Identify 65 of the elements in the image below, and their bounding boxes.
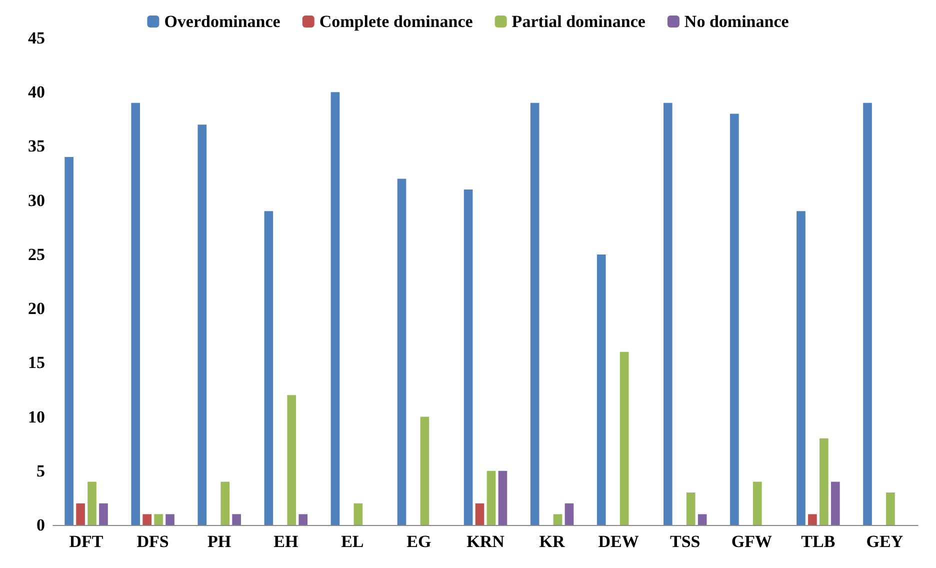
bar: [76, 503, 85, 525]
bar: [620, 352, 629, 525]
x-tick-label: TLB: [801, 532, 836, 551]
bar: [796, 211, 806, 525]
bar: [686, 492, 696, 525]
bar: [498, 470, 508, 525]
x-tick-label: GEY: [866, 532, 904, 551]
bar: [198, 124, 207, 525]
bar: [420, 416, 430, 525]
bar: [698, 514, 707, 525]
bar: [596, 254, 606, 525]
y-tick-label: 30: [28, 190, 45, 210]
bar: [287, 395, 296, 525]
bar: [808, 514, 817, 525]
x-tick-label: DFT: [69, 532, 104, 551]
bar: [820, 438, 828, 525]
bar: [564, 503, 574, 525]
bar: [354, 503, 363, 525]
legend-label: Complete dominance: [319, 12, 474, 31]
x-tick-label: DEW: [598, 532, 639, 551]
y-tick-label: 0: [36, 516, 45, 534]
x-tick-label: GFW: [731, 532, 772, 551]
bar: [64, 157, 74, 525]
bar: [131, 102, 140, 525]
x-tick-label: PH: [208, 532, 232, 551]
legend-label: Overdominance: [164, 12, 281, 31]
x-tick-label: DFS: [136, 532, 169, 551]
bar: [730, 114, 739, 525]
bar: [486, 470, 496, 525]
y-tick-label: 35: [28, 136, 45, 156]
bar: [99, 503, 108, 525]
x-tick-label: EL: [341, 532, 364, 551]
x-tick-label: KR: [539, 532, 566, 551]
x-tick-label: KRN: [466, 532, 506, 551]
bar: [830, 482, 840, 525]
legend-label: No dominance: [684, 12, 790, 31]
bar: [220, 482, 230, 525]
bar: [475, 503, 484, 525]
x-tick-label: TSS: [670, 532, 700, 551]
y-tick-label: 40: [28, 82, 45, 102]
bar: [464, 190, 473, 525]
bar: [298, 514, 308, 525]
bar: [232, 514, 241, 525]
y-tick-label: 15: [28, 353, 45, 372]
bar: [886, 492, 895, 525]
y-tick-label: 5: [36, 461, 45, 480]
bar: [142, 514, 152, 525]
legend-label: Partial dominance: [512, 12, 646, 31]
bar: [553, 514, 562, 525]
y-tick-label: 45: [28, 28, 45, 48]
bar: [88, 482, 96, 525]
bar: [330, 92, 340, 525]
x-tick-label: EH: [274, 532, 298, 551]
x-tick-label: EG: [406, 532, 432, 551]
y-tick-label: 25: [28, 244, 45, 264]
bar: [530, 102, 540, 525]
bar: [166, 514, 174, 525]
bar: [154, 514, 163, 525]
bar: [752, 482, 762, 525]
bar: [397, 178, 406, 525]
y-tick-label: 10: [28, 407, 45, 426]
bar: [663, 102, 672, 525]
bar: [264, 211, 274, 525]
bar: [863, 102, 872, 525]
y-tick-label: 20: [28, 299, 45, 318]
